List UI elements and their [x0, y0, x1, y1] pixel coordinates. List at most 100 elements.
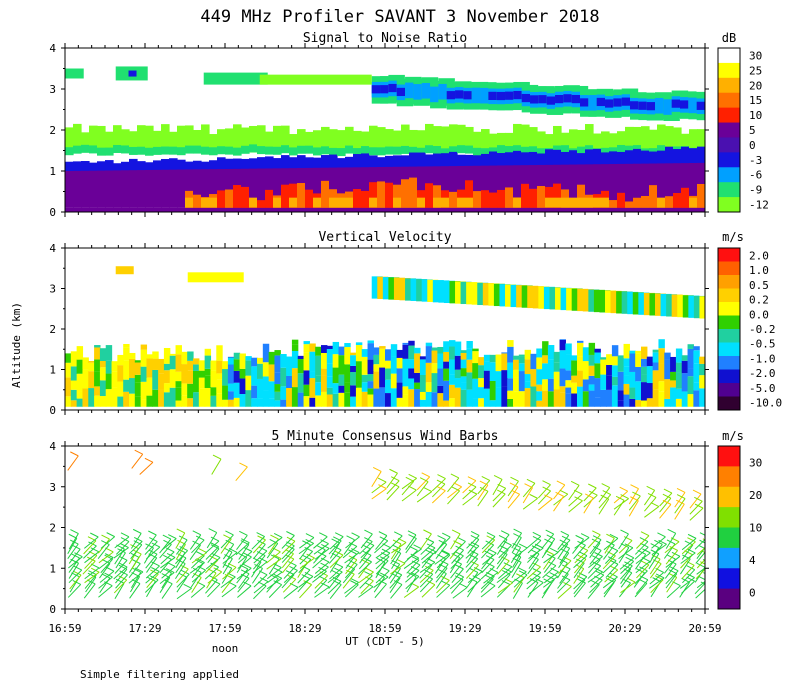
wind-barb-flag [149, 575, 159, 581]
wind-barb [665, 570, 679, 585]
velocity-cell [175, 371, 182, 382]
velocity-cell [472, 363, 479, 379]
velocity-cell [419, 375, 427, 392]
velocity-cell [198, 377, 206, 389]
wind-barb-flag [378, 484, 387, 490]
velocity-cell [303, 396, 310, 407]
velocity-cell [605, 290, 617, 313]
wind-barb [342, 568, 356, 584]
velocity-cell [632, 292, 644, 315]
snr-cell [441, 197, 450, 208]
wind-barb-flag [223, 547, 233, 553]
snr-cell [73, 207, 82, 212]
velocity-cell [396, 357, 404, 369]
wind-barb-flag [273, 554, 282, 560]
velocity-cell [594, 352, 601, 364]
wind-barb [679, 577, 695, 589]
wind-barb [405, 576, 420, 590]
wind-barb [405, 570, 420, 583]
velocity-cell [332, 383, 340, 394]
snr-cell [209, 207, 218, 212]
wind-barb [68, 562, 80, 579]
wind-barb [694, 582, 705, 595]
wind-barb [435, 544, 448, 559]
y-tick-label: 4 [49, 242, 56, 255]
wind-barb [98, 557, 114, 570]
snr-cell [105, 147, 114, 156]
snr-cell [446, 91, 464, 100]
snr-cell [633, 126, 642, 153]
snr-cell [169, 207, 178, 212]
wind-barb-flag [484, 550, 493, 556]
snr-cell [601, 207, 610, 212]
snr-cell [529, 207, 538, 212]
wind-barb-flag [242, 581, 252, 587]
velocity-cell [449, 398, 456, 407]
wind-barb [589, 550, 602, 565]
snr-cell [537, 148, 546, 157]
colorbar-swatch [718, 302, 740, 316]
snr-cell [345, 126, 354, 153]
wind-barb [82, 560, 96, 575]
wind-barb [191, 539, 205, 554]
snr-cell [529, 188, 538, 208]
wind-barb-flag [350, 548, 360, 553]
snr-cell [505, 165, 514, 208]
snr-cell [449, 146, 458, 155]
wind-barb-flag [513, 528, 522, 534]
wind-barb [558, 560, 572, 574]
wind-barb [360, 545, 375, 559]
wind-barb [113, 579, 128, 594]
snr-cell [201, 169, 210, 208]
wind-barb [67, 538, 78, 555]
wind-barb [421, 547, 436, 560]
wind-barb [375, 547, 391, 559]
snr-cell [601, 197, 610, 208]
wind-barb [358, 586, 374, 598]
velocity-cell [280, 399, 287, 407]
snr-cell [417, 130, 426, 153]
velocity-cell [652, 349, 660, 353]
wind-barb [68, 569, 83, 584]
snr-cell [657, 163, 666, 208]
wind-barb [236, 535, 248, 551]
wind-barb [329, 536, 344, 550]
y-tick-label: 0 [49, 603, 56, 616]
wind-barb-flag [317, 545, 326, 551]
velocity-cell [227, 391, 235, 400]
velocity-cell [635, 366, 642, 382]
wind-barb [681, 537, 697, 551]
wind-barb [680, 554, 693, 569]
velocity-cell [408, 359, 415, 369]
wind-barb [406, 548, 422, 560]
wind-barb [113, 566, 128, 580]
velocity-cell [257, 378, 264, 399]
wind-barb [511, 562, 522, 578]
velocity-cell [193, 378, 200, 393]
snr-cell [545, 134, 554, 153]
snr-cell [369, 147, 378, 156]
snr-cell [203, 72, 268, 85]
snr-cell [473, 147, 482, 156]
velocity-cell [670, 371, 677, 381]
wind-barb-flag [468, 577, 478, 583]
wind-barb [618, 540, 633, 554]
wind-barb [598, 498, 610, 515]
wind-barb [665, 573, 678, 589]
wind-barb-flag [676, 499, 685, 505]
wind-barb [220, 534, 234, 549]
velocity-cell [117, 354, 124, 366]
velocity-cell [187, 370, 194, 384]
velocity-cell [245, 390, 252, 407]
wind-barb [283, 570, 298, 583]
snr-cell [593, 197, 602, 208]
velocity-cell [187, 272, 244, 283]
wind-barb-flag [530, 549, 540, 555]
snr-cell [385, 129, 394, 153]
wind-barb-flag [685, 560, 695, 566]
snr-cell [273, 207, 282, 212]
wind-barb [207, 583, 221, 598]
snr-cell [521, 146, 530, 155]
velocity-cell [664, 352, 671, 360]
wind-barb [573, 558, 587, 574]
